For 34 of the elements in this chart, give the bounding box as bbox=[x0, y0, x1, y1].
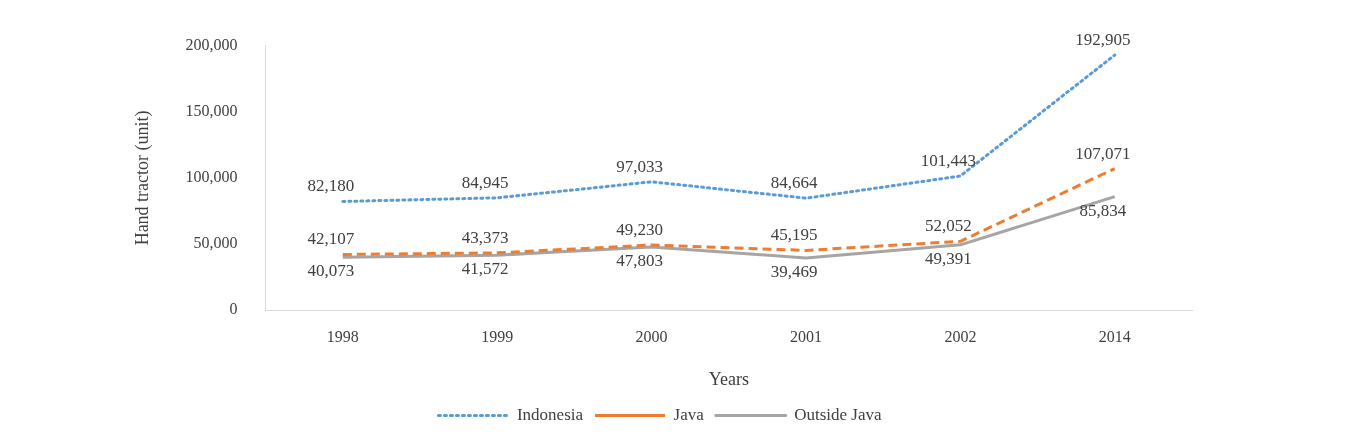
data-label: 47,803 bbox=[616, 250, 663, 270]
data-label: 97,033 bbox=[616, 156, 663, 176]
data-label: 42,107 bbox=[307, 229, 355, 249]
y-tick-label: 200,000 bbox=[185, 35, 238, 53]
data-label: 101,443 bbox=[920, 150, 977, 170]
legend-label: Java bbox=[673, 404, 705, 424]
data-label: 45,195 bbox=[770, 225, 818, 245]
data-label: 49,391 bbox=[925, 248, 972, 268]
data-label: 84,945 bbox=[461, 172, 509, 192]
data-label: 41,572 bbox=[461, 259, 509, 279]
x-tick-label: 2000 bbox=[635, 328, 668, 345]
x-tick-label: 1998 bbox=[326, 328, 359, 345]
x-tick-label: 1999 bbox=[481, 328, 514, 345]
data-label: 85,834 bbox=[1079, 200, 1127, 220]
x-tick-label: 2001 bbox=[790, 328, 822, 345]
data-label: 40,073 bbox=[307, 261, 355, 281]
x-axis-title: Years bbox=[708, 368, 749, 389]
data-label: 84,664 bbox=[770, 173, 818, 193]
y-tick-label: 0 bbox=[229, 300, 238, 318]
data-label: 192,905 bbox=[1075, 29, 1131, 49]
legend-label: Outside Java bbox=[794, 404, 883, 424]
data-label: 39,469 bbox=[770, 261, 818, 281]
y-axis-title: Hand tractor (unit) bbox=[131, 110, 153, 246]
data-label: 52,052 bbox=[925, 216, 972, 236]
data-label: 82,180 bbox=[307, 176, 355, 196]
y-tick-label: 100,000 bbox=[185, 168, 238, 186]
x-tick-label: 2014 bbox=[1098, 328, 1131, 345]
data-label: 43,373 bbox=[461, 227, 509, 247]
y-tick-label: 50,000 bbox=[193, 234, 238, 252]
y-tick-label: 150,000 bbox=[185, 101, 238, 119]
legend-label: Indonesia bbox=[516, 404, 584, 424]
x-tick-label: 2002 bbox=[944, 328, 977, 345]
data-label: 107,071 bbox=[1075, 143, 1131, 163]
data-label: 49,230 bbox=[616, 220, 663, 240]
